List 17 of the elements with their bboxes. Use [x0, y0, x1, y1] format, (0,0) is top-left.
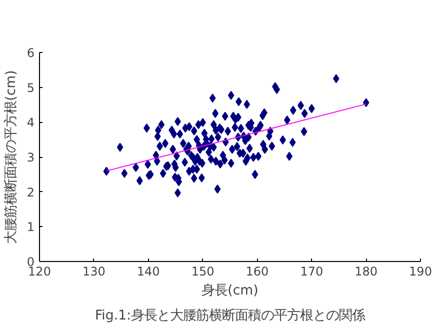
y-axis-title: 大腰筋横断面積の平方根(cm): [2, 70, 19, 244]
y-tick-label: 4: [26, 116, 35, 130]
x-axis-title: 身長(cm): [202, 284, 258, 298]
x-tick-label: 150: [191, 264, 214, 278]
x-tick-label: 130: [82, 264, 106, 278]
y-tick-label: 3: [26, 150, 35, 164]
x-tick-label: 140: [136, 264, 160, 278]
x-tick-label: 160: [246, 264, 269, 278]
y-tick-label: 1: [26, 220, 35, 234]
x-tick-label: 170: [300, 264, 324, 278]
text: Fig.1:身長と大腰筋横断面積の平方根との関係: [94, 308, 366, 324]
x-tick-label: 190: [409, 264, 432, 278]
y-tick-label: 5: [26, 80, 35, 95]
x-tick-label: 180: [354, 264, 378, 278]
y-tick-label: 2: [26, 185, 35, 200]
y-tick-label: 6: [26, 46, 35, 60]
x-tick-label: 120: [28, 264, 51, 278]
